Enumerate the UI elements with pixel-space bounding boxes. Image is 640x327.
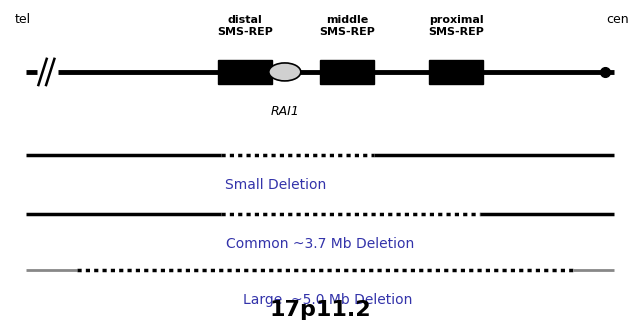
Text: cen: cen xyxy=(606,13,629,26)
Bar xyxy=(218,60,272,84)
Text: distal
SMS-REP: distal SMS-REP xyxy=(217,15,273,37)
Ellipse shape xyxy=(269,63,301,81)
Bar xyxy=(429,60,483,84)
Text: RAI1: RAI1 xyxy=(270,105,300,118)
Text: 17p11.2: 17p11.2 xyxy=(269,301,371,320)
Bar xyxy=(320,60,374,84)
Text: middle
SMS-REP: middle SMS-REP xyxy=(319,15,375,37)
Text: tel: tel xyxy=(14,13,31,26)
Text: Large  ~5.0 Mb Deletion: Large ~5.0 Mb Deletion xyxy=(243,293,413,307)
Text: proximal
SMS-REP: proximal SMS-REP xyxy=(428,15,484,37)
Text: Common ~3.7 Mb Deletion: Common ~3.7 Mb Deletion xyxy=(226,237,414,251)
Text: Small Deletion: Small Deletion xyxy=(225,178,326,192)
